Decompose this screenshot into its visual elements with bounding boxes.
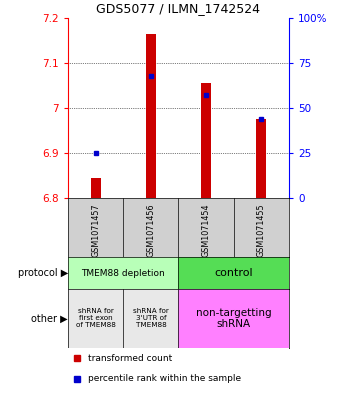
Text: protocol ▶: protocol ▶	[18, 268, 68, 278]
Text: GSM1071455: GSM1071455	[257, 203, 266, 257]
Title: GDS5077 / ILMN_1742524: GDS5077 / ILMN_1742524	[97, 2, 260, 15]
Text: shRNA for
3'UTR of
TMEM88: shRNA for 3'UTR of TMEM88	[133, 309, 169, 328]
Text: GSM1071456: GSM1071456	[147, 203, 155, 257]
Text: control: control	[215, 268, 253, 278]
Text: TMEM88 depletion: TMEM88 depletion	[81, 269, 165, 277]
Text: other ▶: other ▶	[31, 313, 68, 323]
Bar	[256, 119, 266, 198]
Text: GSM1071457: GSM1071457	[91, 203, 100, 257]
Text: shRNA for
first exon
of TMEM88: shRNA for first exon of TMEM88	[76, 309, 116, 328]
Bar	[146, 33, 156, 198]
Text: transformed count: transformed count	[88, 354, 172, 363]
Bar	[201, 83, 211, 198]
Text: GSM1071454: GSM1071454	[202, 203, 210, 257]
Text: non-targetting
shRNA: non-targetting shRNA	[196, 308, 272, 329]
Bar	[91, 178, 101, 198]
Text: percentile rank within the sample: percentile rank within the sample	[88, 374, 241, 383]
